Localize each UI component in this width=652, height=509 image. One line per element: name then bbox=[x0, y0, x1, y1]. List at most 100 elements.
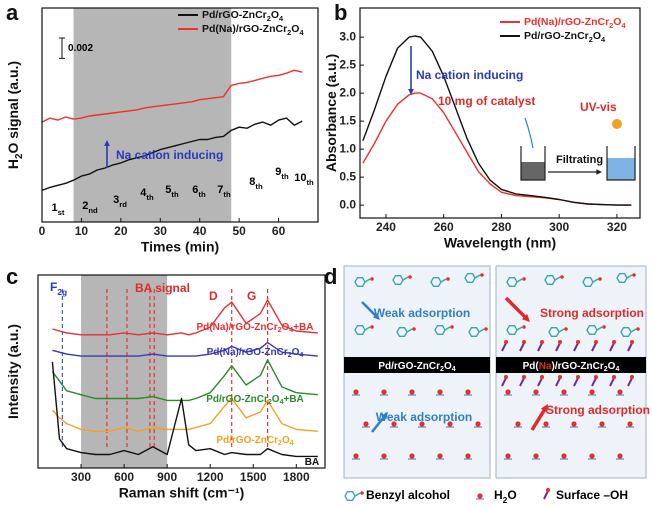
water-icon bbox=[437, 389, 443, 395]
benzyl-icon bbox=[632, 273, 636, 277]
benzyl-icon bbox=[636, 327, 640, 331]
annotation: Na cation inducing bbox=[416, 68, 523, 82]
water-icon bbox=[533, 389, 539, 395]
water-icon bbox=[447, 421, 453, 427]
step-label: 10th bbox=[294, 172, 314, 187]
legend-label: Pd(Na)/rGO-ZnCr2O4 bbox=[202, 23, 304, 38]
benzyl-icon bbox=[430, 276, 442, 288]
benzyl-icon bbox=[464, 272, 476, 284]
series-label: Pd(Na)/rGO-ZnCr2O4 bbox=[207, 347, 304, 360]
arrow bbox=[361, 301, 377, 317]
plot-frame bbox=[41, 7, 319, 223]
benzyl-icon bbox=[434, 324, 446, 336]
benzyl-icon bbox=[630, 328, 637, 333]
step-label: 2nd bbox=[82, 200, 98, 215]
arrow-head bbox=[540, 404, 548, 413]
benzyl-icon bbox=[450, 325, 454, 329]
oh-icon bbox=[543, 490, 549, 500]
y-tick-label: 2.5 bbox=[339, 57, 356, 71]
water-icon bbox=[381, 453, 387, 459]
series-label: Pd(Na)/rGO-ZnCr2O4+BA bbox=[197, 322, 314, 335]
annotation: Na cation inducing bbox=[116, 148, 223, 162]
arrow bbox=[504, 296, 527, 319]
oh-icon bbox=[612, 375, 616, 379]
oh-icon bbox=[504, 340, 508, 344]
y-tick-label: 3.0 bbox=[339, 29, 356, 43]
band-label: Pd/rGO-ZnCr2O4 bbox=[378, 361, 455, 374]
benzyl-icon bbox=[344, 490, 356, 502]
arrow-head bbox=[408, 89, 414, 95]
series-label: Pd/rGO-ZnCr2O4 bbox=[216, 435, 293, 448]
x-tick-label: 0 bbox=[39, 224, 46, 238]
benzyl-icon bbox=[360, 491, 364, 495]
x-tick-label: 30 bbox=[154, 224, 168, 238]
benzyl-icon bbox=[484, 327, 488, 331]
step-label: 1st bbox=[52, 202, 65, 217]
oh-icon bbox=[627, 377, 633, 387]
water-icon bbox=[589, 389, 595, 395]
benzyl-icon bbox=[354, 492, 361, 497]
benzyl-icon bbox=[560, 275, 564, 279]
benzyl-icon bbox=[354, 324, 366, 336]
data-line bbox=[362, 35, 632, 206]
adsorption-label: Weak adsorption bbox=[376, 410, 472, 424]
benzyl-icon bbox=[402, 276, 409, 281]
beaker bbox=[606, 146, 636, 181]
oh-icon bbox=[576, 340, 580, 344]
water-icon bbox=[419, 421, 425, 427]
data-line bbox=[51, 359, 318, 402]
annotation: Filtrating bbox=[556, 154, 603, 166]
oh-icon bbox=[591, 377, 597, 387]
benzyl-icon bbox=[412, 327, 416, 331]
data-line bbox=[52, 299, 318, 336]
adsorption-label: Weak adsorption bbox=[374, 306, 470, 320]
benzyl-icon bbox=[626, 274, 633, 279]
y-tick-label: 1.0 bbox=[339, 141, 356, 155]
x-axis-label: Wavelength (nm) bbox=[444, 235, 556, 251]
water-icon bbox=[505, 453, 511, 459]
benzyl-icon bbox=[592, 278, 599, 283]
arrow-head bbox=[381, 412, 388, 420]
x-tick-label: 60 bbox=[272, 224, 286, 238]
oh-icon bbox=[573, 342, 579, 352]
x-axis-label: Times (min) bbox=[141, 239, 219, 255]
diagram-panel: Pd/rGO-ZnCr2O4 Pd(Na)/rGO-ZnCr2O4 Weak a… bbox=[343, 265, 650, 505]
x-tick-label: 300 bbox=[71, 470, 91, 484]
benzyl-icon bbox=[480, 273, 484, 277]
oh-icon bbox=[609, 377, 615, 387]
water-icon bbox=[353, 389, 359, 395]
benzyl-icon bbox=[554, 276, 561, 281]
oh-icon bbox=[555, 377, 561, 387]
step-label: 5th bbox=[165, 184, 179, 199]
water-icon bbox=[437, 453, 443, 459]
oh-icon bbox=[558, 375, 562, 379]
water-icon bbox=[409, 453, 415, 459]
oh-icon bbox=[555, 342, 561, 352]
x-tick-label: 280 bbox=[491, 220, 511, 234]
step-label: 4th bbox=[140, 187, 154, 202]
benzyl-icon bbox=[506, 276, 518, 288]
y-axis-label: Absorbance (a.u.) bbox=[323, 54, 339, 172]
benzyl-icon bbox=[406, 328, 413, 333]
benzyl-icon bbox=[444, 326, 451, 331]
legend-label: H2O bbox=[494, 488, 517, 505]
water-icon bbox=[533, 453, 539, 459]
oh-icon bbox=[540, 375, 544, 379]
data-line bbox=[41, 117, 303, 192]
benzyl-icon bbox=[616, 272, 628, 284]
step-label: 7th bbox=[217, 184, 231, 199]
oh-icon bbox=[537, 342, 543, 352]
water-icon bbox=[571, 421, 577, 427]
water-icon bbox=[617, 453, 623, 459]
arrow-head bbox=[596, 169, 602, 175]
arrow-head bbox=[104, 140, 110, 146]
water-icon bbox=[353, 453, 359, 459]
benzyl-icon bbox=[474, 274, 481, 279]
arrow-head bbox=[521, 313, 530, 322]
y-axis-label: Intensity (a.u.) bbox=[5, 324, 21, 419]
annotation: UV-vis bbox=[580, 100, 617, 114]
water-icon bbox=[599, 421, 605, 427]
series-label: BA bbox=[305, 457, 319, 468]
band-label: Pd(Na)/rGO-ZnCr2O4 bbox=[523, 361, 620, 374]
oh-icon bbox=[522, 375, 526, 379]
